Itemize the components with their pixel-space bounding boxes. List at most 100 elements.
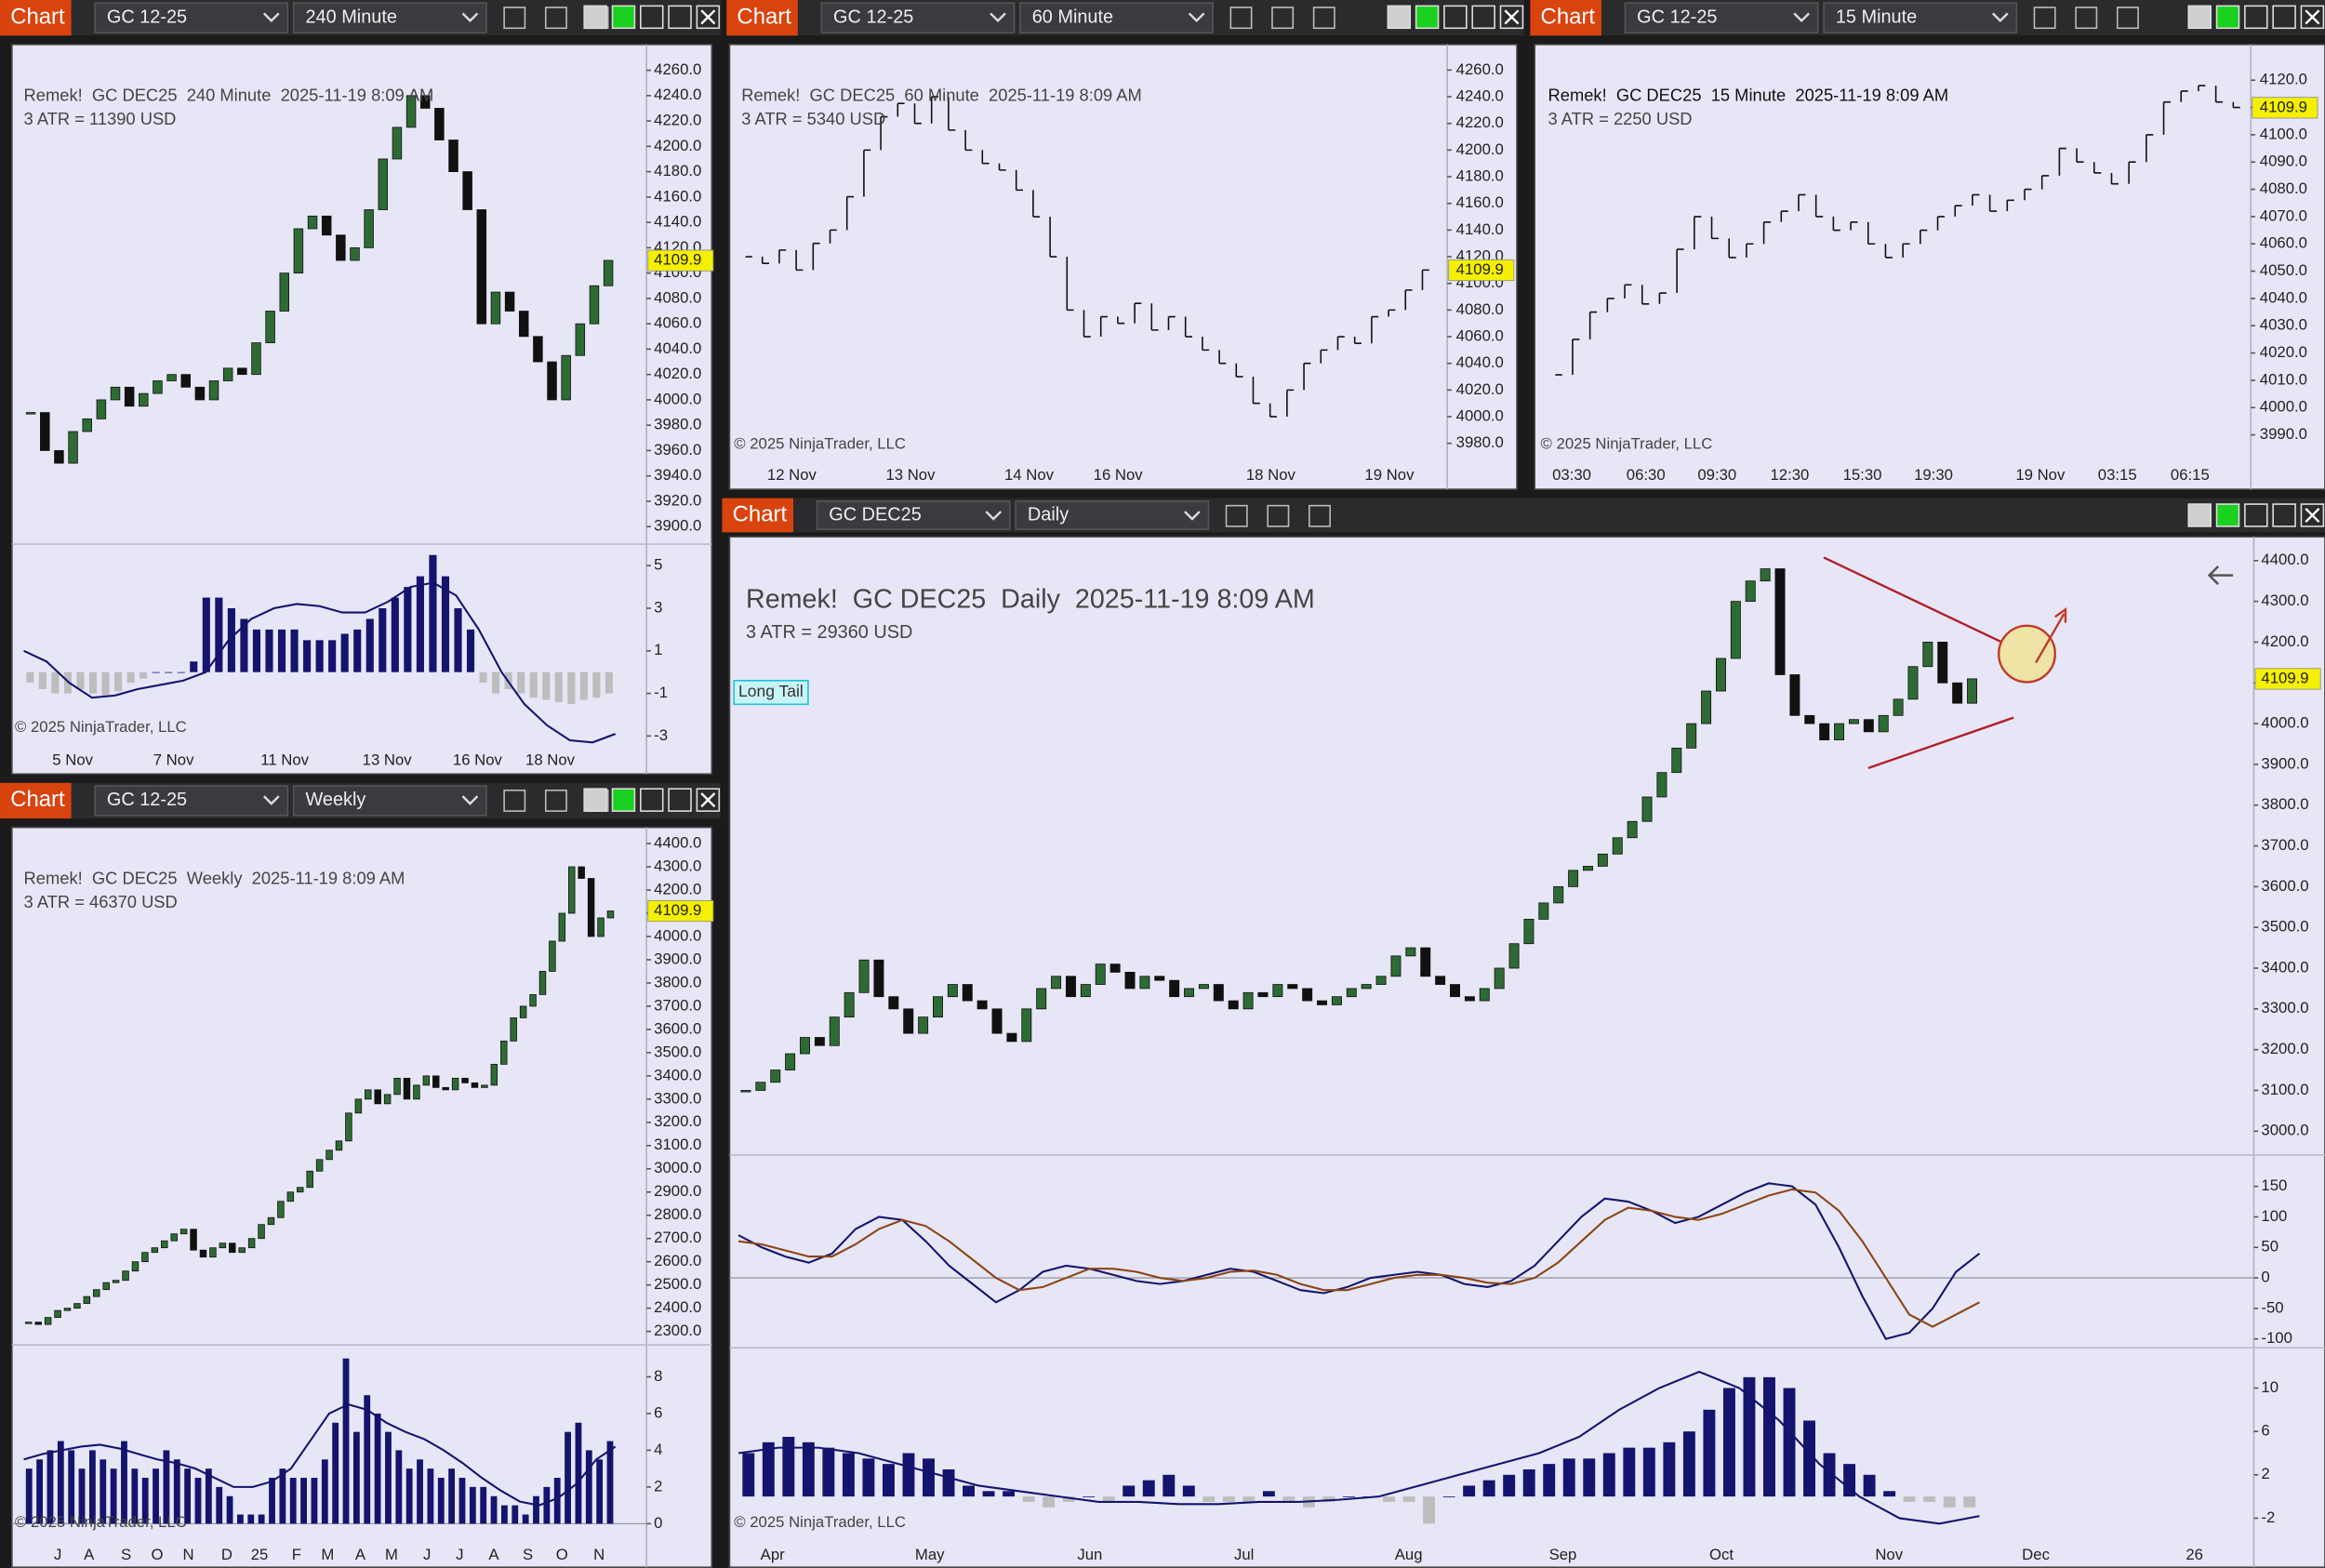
toolbar-icon[interactable]: [1267, 504, 1290, 527]
histogram-bar: [247, 1514, 255, 1524]
histogram-bar: [1383, 1496, 1395, 1502]
interval-dropdown[interactable]: [1019, 2, 1215, 33]
toolbar-icon[interactable]: [503, 7, 526, 30]
ohlc-bar: [1066, 257, 1074, 312]
y-tick-label: 4000.0: [2260, 398, 2307, 416]
window-button[interactable]: [2244, 503, 2268, 527]
window-button[interactable]: [1443, 5, 1468, 30]
y-tick-label: 4180.0: [654, 162, 701, 179]
window-button[interactable]: [2187, 503, 2212, 527]
window-button[interactable]: [640, 788, 664, 812]
candle: [1346, 988, 1357, 998]
candle: [451, 1077, 459, 1091]
candle: [1317, 1000, 1328, 1005]
toolbar-icon[interactable]: [1309, 504, 1331, 527]
instrument-dropdown[interactable]: [816, 500, 1011, 530]
histogram-bar: [1242, 1496, 1256, 1502]
ohlc-bar: [1320, 349, 1328, 364]
toolbar-icon[interactable]: [2075, 7, 2098, 30]
candle: [1169, 979, 1180, 998]
window-button[interactable]: [583, 788, 607, 812]
window-button[interactable]: [640, 5, 664, 30]
window-button[interactable]: [668, 788, 692, 812]
toolbar-icon[interactable]: [1229, 7, 1253, 30]
dropdown-chevron: [1793, 12, 1810, 23]
toolbar-icon[interactable]: [544, 7, 567, 30]
instrument-dropdown[interactable]: [820, 2, 1016, 33]
y-tick-label: 4400.0: [654, 833, 701, 851]
instrument-dropdown[interactable]: [1624, 2, 1819, 33]
candle: [82, 418, 92, 432]
histogram-bar: [522, 1514, 529, 1524]
candle: [1893, 698, 1904, 716]
histogram-bar: [1623, 1447, 1636, 1497]
window-button[interactable]: [2244, 5, 2268, 30]
y-tick-label: 3100.0: [654, 1136, 701, 1153]
candle: [1937, 642, 1948, 684]
toolbar-icon[interactable]: [2033, 7, 2056, 30]
histogram-bar: [1282, 1496, 1295, 1502]
window-button[interactable]: [2215, 503, 2240, 527]
interval-dropdown[interactable]: [292, 2, 487, 33]
ohlc-bar: [2162, 100, 2172, 135]
window-button[interactable]: [2187, 5, 2212, 30]
ohlc-bar: [1404, 289, 1413, 311]
interval-dropdown[interactable]: [1823, 2, 2018, 33]
histogram-bar: [501, 1505, 508, 1524]
window-button[interactable]: [1387, 5, 1412, 30]
candle: [538, 971, 547, 995]
x-tick-label: S: [523, 1546, 533, 1563]
histogram-bar: [592, 671, 601, 698]
histogram-bar: [1863, 1474, 1876, 1497]
candle: [258, 1224, 265, 1240]
histogram-bar: [1162, 1474, 1176, 1497]
window-button[interactable]: [668, 5, 692, 30]
toolbar-icon[interactable]: [503, 789, 526, 812]
candle: [500, 1040, 508, 1065]
interval-dropdown[interactable]: [1015, 500, 1210, 530]
histogram-bar: [429, 554, 437, 672]
y-tick-label: 100: [2261, 1207, 2287, 1225]
instrument-dropdown[interactable]: [94, 785, 289, 817]
window-button[interactable]: [2215, 5, 2240, 30]
toolbar-icon[interactable]: [1225, 504, 1248, 527]
ohlc-bar: [1269, 403, 1277, 418]
y-tick-label: 3800.0: [2261, 795, 2308, 813]
y-tick-label: 4020.0: [654, 365, 701, 382]
interval-dropdown[interactable]: [292, 785, 487, 817]
x-tick-label: N: [593, 1546, 604, 1563]
candle: [383, 1094, 392, 1105]
y-tick-label: 3400.0: [654, 1066, 701, 1083]
chart-tab-label: Chart: [737, 4, 791, 29]
candle: [476, 209, 487, 325]
window-button[interactable]: [2272, 503, 2296, 527]
window-button[interactable]: [611, 5, 636, 30]
candle: [237, 367, 247, 376]
window-button[interactable]: [1415, 5, 1440, 30]
y-tick-label: 4050.0: [2260, 261, 2307, 279]
candle: [180, 374, 191, 388]
window-button[interactable]: [2272, 5, 2296, 30]
candle: [829, 1017, 840, 1046]
toolbar-icon[interactable]: [544, 789, 567, 812]
toolbar-icon[interactable]: [2116, 7, 2139, 30]
histogram-bar: [352, 1431, 360, 1524]
candle: [1036, 988, 1047, 1010]
back-arrow[interactable]: [2207, 565, 2234, 586]
candle: [504, 291, 515, 312]
copyright: © 2025 NinjaTrader, LLC: [15, 718, 187, 736]
trend-line: [1823, 556, 2006, 645]
histogram-bar: [100, 1459, 107, 1524]
histogram-bar: [315, 640, 324, 672]
window-button[interactable]: [1471, 5, 1495, 30]
window-button[interactable]: [583, 5, 607, 30]
chart-title: Remek! GC DEC25 60 Minute 2025-11-19 8:0…: [741, 85, 1142, 104]
histogram-bar: [140, 671, 148, 679]
toolbar-icon[interactable]: [1312, 7, 1335, 30]
instrument-dropdown[interactable]: [94, 2, 289, 33]
histogram-bar: [25, 1468, 33, 1524]
window-button[interactable]: [611, 788, 636, 812]
candle: [1538, 902, 1549, 920]
candle: [68, 431, 78, 464]
toolbar-icon[interactable]: [1271, 7, 1295, 30]
